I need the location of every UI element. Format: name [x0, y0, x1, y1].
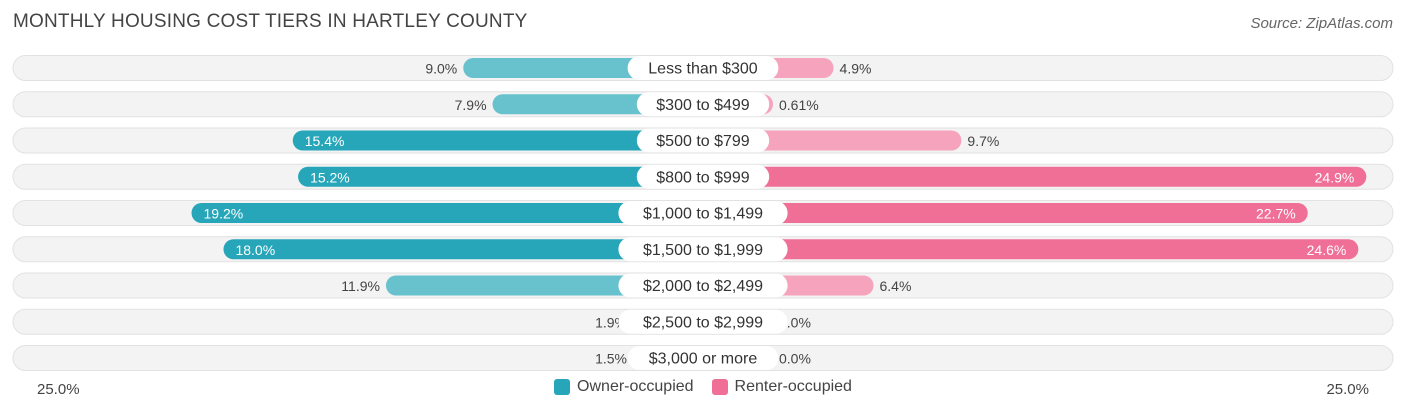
value-label-renter: 0.61%	[779, 97, 819, 113]
legend-swatch-owner	[554, 379, 571, 395]
value-label-owner: 9.0%	[425, 61, 457, 77]
category-pill	[636, 92, 770, 117]
category-label: $3,000 or more	[649, 351, 758, 368]
category-label: $800 to $999	[656, 169, 750, 186]
category-pill	[618, 309, 788, 334]
value-label-renter: 4.9%	[840, 61, 872, 77]
legend-label-owner: Owner-occupied	[577, 378, 694, 395]
value-label-owner: 15.4%	[305, 133, 345, 149]
value-label-renter: 22.7%	[1256, 206, 1296, 222]
legend-item-renter[interactable]: Renter-occupied	[711, 378, 852, 396]
value-label-owner: 18.0%	[235, 242, 275, 258]
bar-renter	[703, 203, 1308, 223]
bar-renter	[703, 166, 1367, 187]
axis-left-label: 25.0%	[37, 381, 80, 398]
value-label-owner: 15.2%	[310, 169, 350, 185]
category-label: $2,000 to $2,499	[643, 278, 763, 295]
chart-svg: 9.0% 4.9% Less than $300 7.9% 0.61% $300 to $…	[12, 55, 1394, 371]
category-label: $2,500 to $2,999	[643, 314, 763, 331]
category-label: $300 to $499	[656, 97, 750, 114]
bar-renter	[703, 239, 1359, 260]
category-pill	[618, 237, 788, 262]
bar-owner	[292, 130, 703, 151]
category-label: $1,500 to $1,999	[643, 242, 763, 259]
category-pill	[618, 273, 788, 298]
value-label-renter: 6.4%	[879, 278, 911, 294]
legend-item-owner[interactable]: Owner-occupied	[554, 378, 694, 396]
axis-right-label: 25.0%	[1326, 381, 1369, 398]
legend-label-renter: Renter-occupied	[734, 378, 852, 395]
chart-source: Source: ZipAtlas.com	[1250, 15, 1393, 32]
bar-owner	[298, 166, 703, 187]
value-label-renter: 0.0%	[779, 351, 811, 367]
value-label-renter: 9.7%	[967, 133, 999, 149]
category-pill	[627, 56, 779, 80]
category-pill	[636, 164, 770, 189]
category-pill	[627, 346, 779, 370]
bar-owner	[223, 239, 704, 260]
value-label-renter: 24.6%	[1307, 242, 1347, 258]
value-label-renter: 24.9%	[1315, 169, 1355, 185]
value-label-owner: 1.5%	[595, 351, 627, 367]
category-label: $1,000 to $1,499	[643, 206, 763, 223]
legend-swatch-renter	[711, 379, 728, 395]
bar-owner	[191, 203, 703, 223]
chart-title: MONTHLY HOUSING COST TIERS IN HARTLEY CO…	[13, 11, 528, 32]
category-pill	[618, 201, 788, 225]
category-pill	[636, 128, 770, 153]
value-label-owner: 11.9%	[341, 278, 380, 294]
legend: Owner-occupied Renter-occupied	[0, 378, 1406, 396]
category-label: Less than $300	[648, 61, 758, 78]
value-label-owner: 19.2%	[204, 206, 244, 222]
category-label: $500 to $799	[656, 133, 750, 150]
value-label-owner: 7.9%	[455, 97, 487, 113]
